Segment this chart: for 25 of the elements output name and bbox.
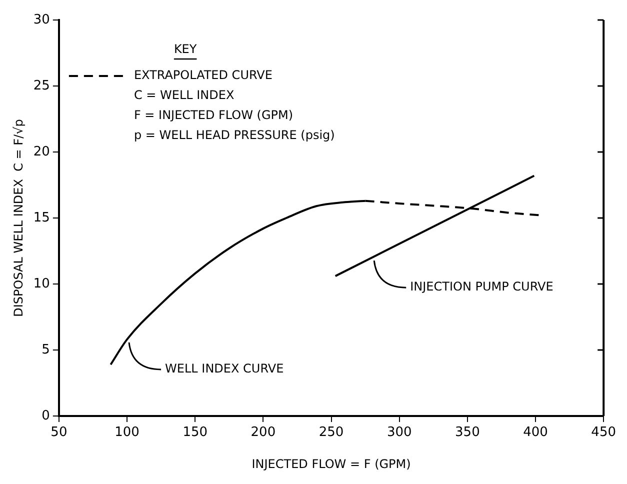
- x-tick-label: 150: [182, 425, 208, 440]
- y-tick-label: 20: [33, 144, 50, 160]
- x-tick-label: 350: [455, 425, 480, 440]
- x-tick-label: 300: [386, 425, 412, 440]
- legend-title: KEY: [174, 42, 198, 56]
- x-tick-label: 100: [114, 425, 140, 440]
- x-axis-title: INJECTED FLOW = F (GPM): [252, 456, 411, 471]
- annotation: INJECTION PUMP CURVE: [410, 280, 554, 294]
- x-tick-label: 250: [318, 425, 344, 440]
- y-axis-title: DISPOSAL WELL INDEX C = F/√p: [11, 119, 26, 317]
- x-tick-label: 200: [250, 425, 276, 440]
- legend-label: EXTRAPOLATED CURVE: [134, 68, 272, 82]
- y-tick-label: 25: [33, 78, 50, 94]
- x-tick-label: 50: [50, 425, 68, 440]
- y-tick-label: 0: [42, 408, 50, 424]
- annotation: C = WELL INDEX: [134, 88, 234, 102]
- annotation: F = INJECTED FLOW (GPM): [134, 108, 294, 122]
- x-tick-label: 450: [591, 425, 616, 440]
- y-tick-label: 30: [33, 12, 50, 28]
- y-tick-label: 15: [33, 210, 50, 226]
- x-tick-label: 400: [523, 425, 548, 440]
- annotation: WELL INDEX CURVE: [165, 362, 284, 376]
- y-tick-label: 5: [42, 342, 50, 358]
- y-tick-label: 10: [33, 276, 50, 292]
- annotation: p = WELL HEAD PRESSURE (psig): [134, 128, 335, 142]
